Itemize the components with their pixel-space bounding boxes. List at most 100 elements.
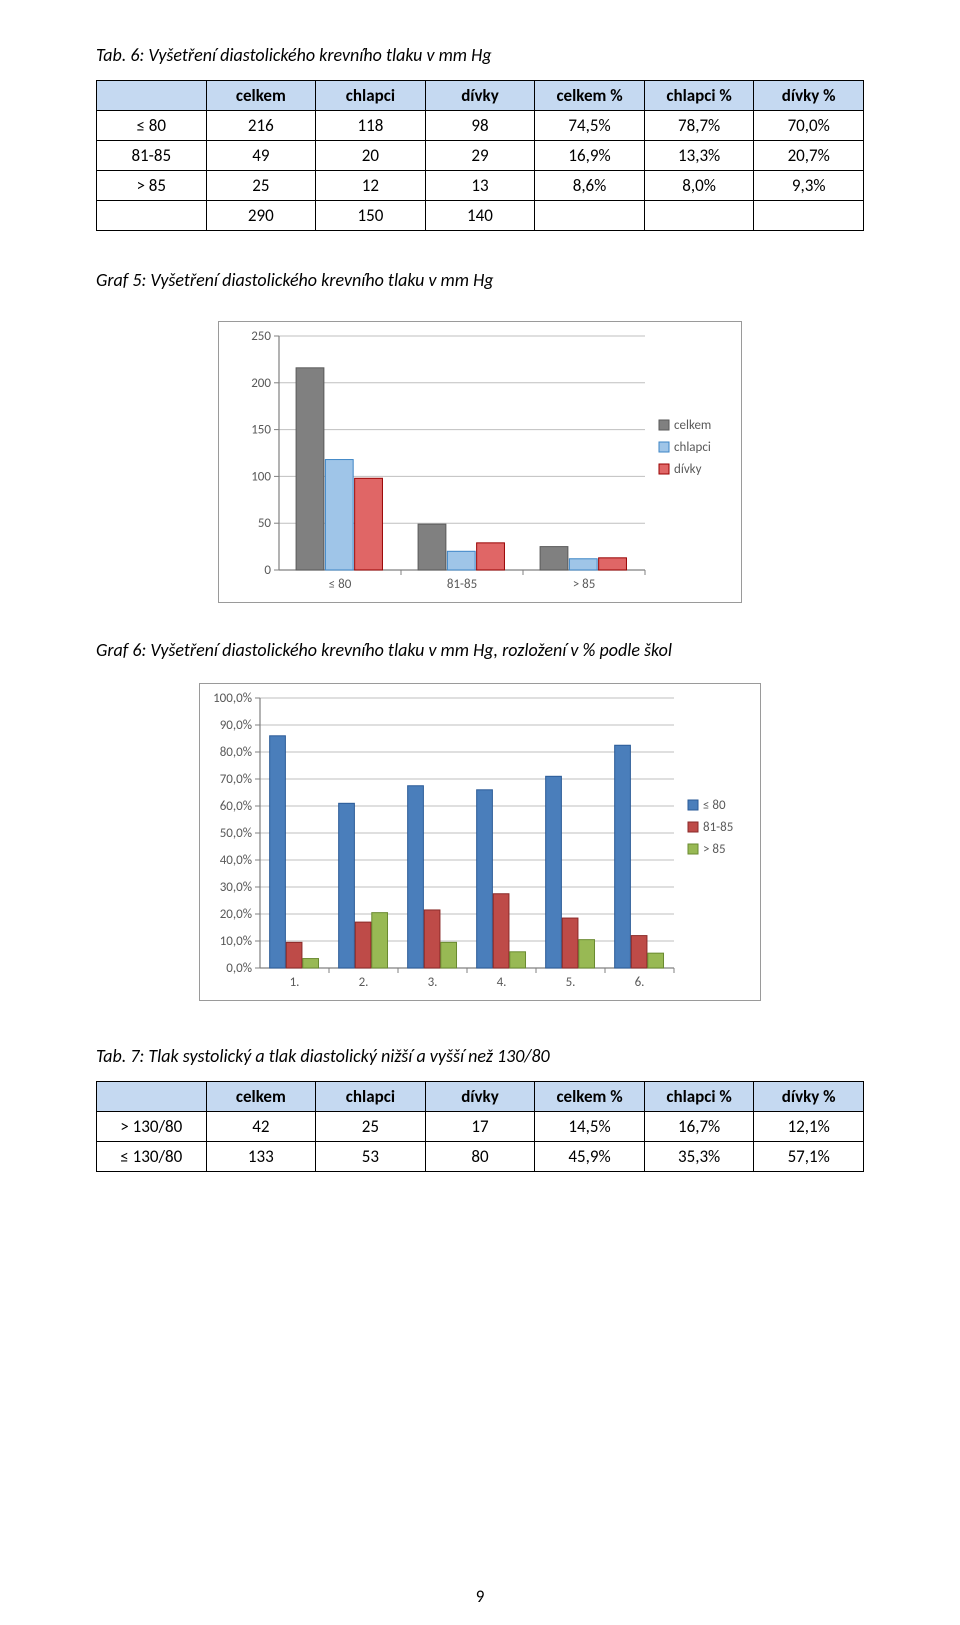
table-row: > 130/8042251714,5%16,7%12,1% — [97, 1112, 864, 1142]
column-header: dívky % — [754, 81, 864, 111]
cell: 13,3% — [644, 141, 754, 171]
column-header — [97, 81, 207, 111]
svg-text:81-85: 81-85 — [447, 577, 477, 592]
column-header: chlapci — [316, 81, 426, 111]
graf6-title: Graf 6: Vyšetření diastolického krevního… — [96, 639, 864, 661]
cell: 70,0% — [754, 111, 864, 141]
cell: 20,7% — [754, 141, 864, 171]
cell: > 130/80 — [97, 1112, 207, 1142]
cell: 57,1% — [754, 1142, 864, 1172]
cell: 29 — [425, 141, 535, 171]
cell: 12,1% — [754, 1112, 864, 1142]
svg-text:> 85: > 85 — [573, 577, 596, 592]
tab7-title: Tab. 7: Tlak systolický a tlak diastolic… — [96, 1045, 864, 1067]
svg-text:60,0%: 60,0% — [220, 799, 252, 814]
column-header: celkem — [206, 1082, 316, 1112]
cell: ≤ 80 — [97, 111, 207, 141]
svg-text:2.: 2. — [359, 975, 369, 990]
page-number: 9 — [0, 1586, 960, 1607]
tab6-title: Tab. 6: Vyšetření diastolického krevního… — [96, 44, 864, 66]
graf6-chart: 0,0% 10,0% 20,0% 30,0% 40,0% 50,0% 60,0% 70,0% 8… — [199, 683, 761, 1001]
column-header: chlapci % — [644, 81, 754, 111]
tab6-table: celkemchlapcidívkycelkem %chlapci %dívky… — [96, 80, 864, 231]
svg-text:150: 150 — [251, 423, 271, 438]
cell: 49 — [206, 141, 316, 171]
cell: 13 — [425, 171, 535, 201]
cell: 118 — [316, 111, 426, 141]
cell: 35,3% — [644, 1142, 754, 1172]
column-header: dívky — [425, 1082, 535, 1112]
cell: 14,5% — [535, 1112, 645, 1142]
svg-text:3.: 3. — [428, 975, 438, 990]
cell: 78,7% — [644, 111, 754, 141]
cell: 81-85 — [97, 141, 207, 171]
cell: 74,5% — [535, 111, 645, 141]
cell: 150 — [316, 201, 426, 231]
column-header: celkem — [206, 81, 316, 111]
graf5-title: Graf 5: Vyšetření diastolického krevního… — [96, 269, 864, 291]
svg-text:1.: 1. — [290, 975, 300, 990]
svg-text:≤ 80: ≤ 80 — [329, 577, 352, 592]
svg-text:81-85: 81-85 — [703, 820, 733, 835]
tab7-table: celkemchlapcidívkycelkem %chlapci %dívky… — [96, 1081, 864, 1172]
cell: 98 — [425, 111, 535, 141]
cell: 16,7% — [644, 1112, 754, 1142]
svg-text:200: 200 — [251, 376, 271, 391]
column-header: dívky — [425, 81, 535, 111]
svg-text:250: 250 — [251, 329, 271, 344]
cell: > 85 — [97, 171, 207, 201]
svg-text:celkem: celkem — [674, 418, 711, 433]
svg-text:chlapci: chlapci — [674, 440, 711, 455]
cell: 216 — [206, 111, 316, 141]
svg-text:50,0%: 50,0% — [220, 826, 252, 841]
table-row: 81-8549202916,9%13,3%20,7% — [97, 141, 864, 171]
svg-text:0,0%: 0,0% — [226, 961, 252, 976]
cell: 8,0% — [644, 171, 754, 201]
cell: 25 — [316, 1112, 426, 1142]
cell: 17 — [425, 1112, 535, 1142]
svg-text:0: 0 — [264, 563, 271, 578]
column-header: chlapci — [316, 1082, 426, 1112]
cell: 290 — [206, 201, 316, 231]
cell: 9,3% — [754, 171, 864, 201]
table-row: ≤ 130/80133538045,9%35,3%57,1% — [97, 1142, 864, 1172]
svg-text:5.: 5. — [566, 975, 576, 990]
cell: 20 — [316, 141, 426, 171]
svg-text:70,0%: 70,0% — [220, 772, 252, 787]
table-row: ≤ 802161189874,5%78,7%70,0% — [97, 111, 864, 141]
cell — [97, 201, 207, 231]
cell: 133 — [206, 1142, 316, 1172]
cell: 53 — [316, 1142, 426, 1172]
svg-text:30,0%: 30,0% — [220, 880, 252, 895]
column-header — [97, 1082, 207, 1112]
column-header: celkem % — [535, 1082, 645, 1112]
column-header: dívky % — [754, 1082, 864, 1112]
cell — [644, 201, 754, 231]
svg-text:≤ 80: ≤ 80 — [703, 798, 726, 813]
svg-text:90,0%: 90,0% — [220, 718, 252, 733]
svg-text:10,0%: 10,0% — [220, 934, 252, 949]
svg-text:> 85: > 85 — [703, 842, 726, 857]
column-header: celkem % — [535, 81, 645, 111]
svg-text:40,0%: 40,0% — [220, 853, 252, 868]
graf5-chart: 050100150200250≤ 8081-85> 85celkemchlapc… — [218, 321, 742, 603]
cell: 25 — [206, 171, 316, 201]
svg-text:80,0%: 80,0% — [220, 745, 252, 760]
svg-text:20,0%: 20,0% — [220, 907, 252, 922]
cell: 45,9% — [535, 1142, 645, 1172]
cell: ≤ 130/80 — [97, 1142, 207, 1172]
column-header: chlapci % — [644, 1082, 754, 1112]
cell: 8,6% — [535, 171, 645, 201]
cell: 42 — [206, 1112, 316, 1142]
cell: 140 — [425, 201, 535, 231]
svg-text:4.: 4. — [497, 975, 507, 990]
cell: 16,9% — [535, 141, 645, 171]
cell: 12 — [316, 171, 426, 201]
svg-text:100: 100 — [251, 469, 271, 484]
cell: 80 — [425, 1142, 535, 1172]
svg-text:100,0%: 100,0% — [213, 691, 252, 706]
table-row: > 852512138,6%8,0%9,3% — [97, 171, 864, 201]
cell — [535, 201, 645, 231]
svg-text:dívky: dívky — [674, 462, 702, 477]
table-row: 290150140 — [97, 201, 864, 231]
